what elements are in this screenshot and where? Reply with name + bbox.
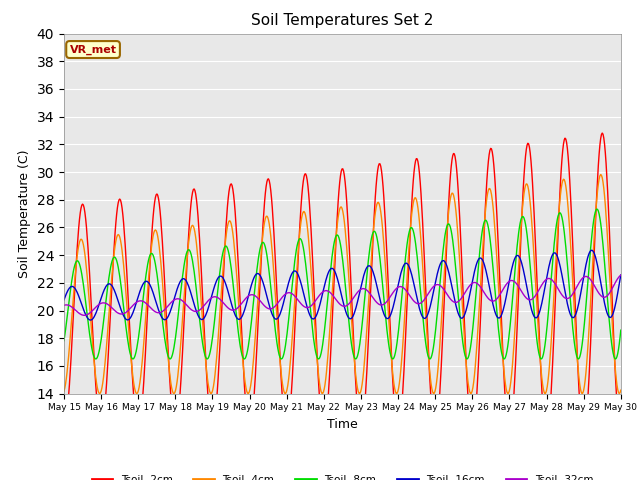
Tsoil -32cm	[185, 304, 193, 310]
Tsoil -4cm	[128, 367, 136, 373]
Tsoil -4cm	[411, 195, 419, 201]
Tsoil -2cm	[617, 432, 625, 438]
Tsoil -2cm	[70, 299, 78, 305]
Tsoil -8cm	[60, 338, 68, 344]
Tsoil -32cm	[411, 299, 419, 305]
Tsoil -32cm	[70, 306, 78, 312]
Tsoil -4cm	[60, 388, 68, 394]
Tsoil -32cm	[60, 302, 68, 308]
Tsoil -2cm	[410, 169, 418, 175]
Tsoil -16cm	[70, 285, 78, 290]
Tsoil -8cm	[129, 356, 137, 362]
Tsoil -16cm	[214, 275, 222, 281]
Tsoil -4cm	[185, 240, 193, 245]
Tsoil -16cm	[428, 300, 435, 306]
Tsoil -16cm	[86, 317, 94, 323]
Line: Tsoil -8cm: Tsoil -8cm	[64, 209, 621, 359]
Tsoil -8cm	[428, 355, 435, 360]
Tsoil -4cm	[617, 387, 625, 393]
Legend: Tsoil -2cm, Tsoil -4cm, Tsoil -8cm, Tsoil -16cm, Tsoil -32cm: Tsoil -2cm, Tsoil -4cm, Tsoil -8cm, Tsoi…	[87, 471, 598, 480]
X-axis label: Time: Time	[327, 418, 358, 431]
Tsoil -4cm	[597, 172, 605, 178]
Tsoil -8cm	[185, 247, 193, 252]
Tsoil -32cm	[214, 295, 222, 300]
Tsoil -4cm	[70, 285, 78, 291]
Tsoil -2cm	[214, 388, 221, 394]
Tsoil -16cm	[185, 284, 193, 289]
Tsoil -8cm	[70, 265, 78, 271]
Tsoil -16cm	[411, 286, 419, 291]
Tsoil -16cm	[128, 312, 136, 317]
Line: Tsoil -4cm: Tsoil -4cm	[64, 175, 621, 394]
Tsoil -8cm	[593, 206, 600, 212]
Title: Soil Temperatures Set 2: Soil Temperatures Set 2	[252, 13, 433, 28]
Tsoil -2cm	[184, 244, 192, 250]
Tsoil -2cm	[598, 130, 606, 136]
Tsoil -4cm	[96, 391, 104, 396]
Line: Tsoil -32cm: Tsoil -32cm	[64, 275, 621, 315]
Text: VR_met: VR_met	[70, 44, 116, 55]
Tsoil -32cm	[80, 312, 88, 318]
Y-axis label: Soil Temperature (C): Soil Temperature (C)	[18, 149, 31, 278]
Tsoil -32cm	[617, 272, 625, 278]
Tsoil -16cm	[588, 247, 595, 253]
Line: Tsoil -16cm: Tsoil -16cm	[64, 250, 621, 320]
Tsoil -2cm	[60, 425, 68, 431]
Tsoil -16cm	[617, 272, 625, 278]
Tsoil -32cm	[128, 303, 136, 309]
Tsoil -16cm	[60, 297, 68, 303]
Tsoil -8cm	[127, 354, 135, 360]
Tsoil -2cm	[426, 385, 434, 391]
Line: Tsoil -2cm: Tsoil -2cm	[64, 133, 621, 435]
Tsoil -32cm	[428, 287, 435, 292]
Tsoil -8cm	[617, 327, 625, 333]
Tsoil -8cm	[214, 284, 222, 290]
Tsoil -4cm	[214, 336, 222, 342]
Tsoil -4cm	[428, 381, 435, 387]
Tsoil -8cm	[411, 235, 419, 241]
Tsoil -2cm	[127, 356, 135, 362]
